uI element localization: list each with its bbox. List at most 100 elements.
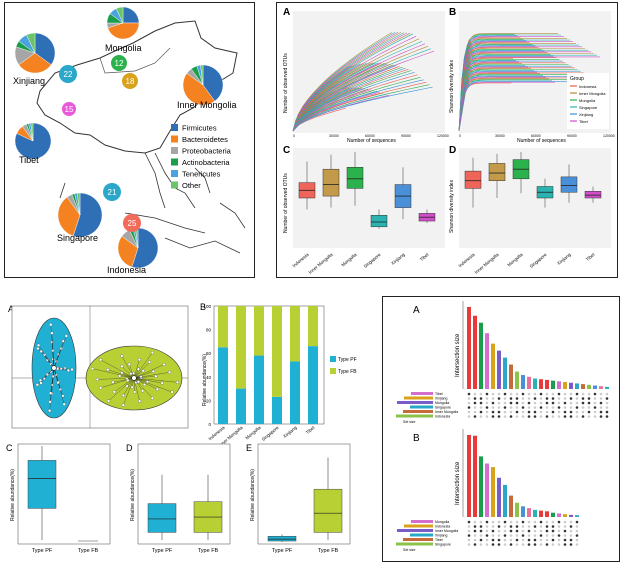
sample-point [171, 391, 174, 394]
matrix-dot [504, 543, 507, 546]
intersection-bar [539, 379, 543, 389]
sample-point [154, 375, 157, 378]
matrix-dot [546, 534, 549, 537]
matrix-dot [492, 534, 495, 537]
group-label: Tibet [585, 251, 596, 262]
sample-point [148, 361, 151, 364]
matrix-dot [540, 521, 543, 524]
group-label: Tibet [419, 251, 430, 262]
badge-count: 12 [115, 59, 124, 68]
group-label: Mongolia [340, 252, 358, 268]
sample-point [161, 382, 164, 385]
matrix-dot [522, 530, 525, 533]
cluster-centroid [132, 376, 137, 381]
matrix-dot [576, 397, 579, 400]
matrix-dot [468, 393, 471, 396]
group-label: Xinjiang [390, 252, 406, 266]
bar-type-fb [272, 306, 282, 397]
matrix-dot [546, 543, 549, 546]
matrix-dot [474, 534, 477, 537]
matrix-dot [582, 397, 585, 400]
matrix-dot [564, 393, 567, 396]
matrix-dot [528, 415, 531, 418]
matrix-dot [564, 402, 567, 405]
matrix-dot [492, 539, 495, 542]
intersection-bar [509, 365, 513, 389]
intersection-bar [515, 372, 519, 389]
matrix-dot [486, 521, 489, 524]
bar-type-fb [218, 306, 228, 347]
matrix-dot [540, 406, 543, 409]
legend-swatch [330, 356, 336, 362]
matrix-dot [552, 543, 555, 546]
matrix-dot [474, 402, 477, 405]
box-body [585, 191, 601, 198]
sample-count-badge: 15 [62, 102, 76, 116]
rarefaction-b-xlabel: Number of sequences [517, 138, 566, 144]
sample-point [71, 368, 74, 371]
sample-point [91, 367, 94, 370]
matrix-dot [546, 521, 549, 524]
intersection-bar [491, 467, 495, 517]
intersection-bar [503, 485, 507, 517]
matrix-dot [480, 411, 483, 414]
matrix-dot [570, 543, 573, 546]
sample-point [120, 365, 123, 368]
otu-boxplot-area [293, 148, 445, 248]
matrix-dot [468, 534, 471, 537]
matrix-dot [600, 406, 603, 409]
matrix-dot [606, 406, 609, 409]
sample-point [51, 332, 54, 335]
matrix-dot [552, 402, 555, 405]
matrix-dot [594, 402, 597, 405]
matrix-dot [576, 534, 579, 537]
matrix-dot [570, 534, 573, 537]
matrix-dot [516, 539, 519, 542]
sample-point [137, 368, 140, 371]
matrix-dot [474, 415, 477, 418]
matrix-dot [510, 539, 513, 542]
matrix-dot [486, 539, 489, 542]
set-size-label: Set size [403, 420, 416, 424]
matrix-dot [564, 543, 567, 546]
set-label: Mongolia [435, 401, 449, 405]
matrix-dot [480, 521, 483, 524]
legend-swatch [171, 159, 178, 166]
region-label-indonesia: Indonesia [107, 265, 146, 275]
matrix-dot [528, 402, 531, 405]
set-size-bar [410, 406, 433, 409]
matrix-dot [486, 393, 489, 396]
matrix-dot [552, 539, 555, 542]
sample-point [99, 358, 102, 361]
matrix-dot [528, 397, 531, 400]
pie-slice [123, 7, 139, 23]
sample-point [122, 404, 125, 407]
intersection-bar [491, 344, 495, 389]
intersection-bar [473, 436, 477, 517]
matrix-dot [510, 530, 513, 533]
matrix-dot [516, 406, 519, 409]
matrix-dot [588, 411, 591, 414]
region-label-mongolia: Mongolia [105, 43, 142, 53]
matrix-dot [474, 530, 477, 533]
matrix-dot [600, 397, 603, 400]
matrix-dot [576, 411, 579, 414]
x-axis-label: Type PF [32, 548, 53, 554]
matrix-dot [504, 411, 507, 414]
matrix-dot [540, 402, 543, 405]
matrix-dot [546, 525, 549, 528]
matrix-dot [564, 534, 567, 537]
matrix-dot [504, 406, 507, 409]
box-body [347, 167, 363, 188]
panel-letter: C [6, 443, 13, 453]
matrix-dot [510, 397, 513, 400]
x-axis-label: Type FB [198, 548, 219, 554]
region-label-xinjiang: Xinjiang [13, 76, 45, 86]
matrix-dot [474, 397, 477, 400]
matrix-dot [480, 525, 483, 528]
rarefaction-a-ylabel: Number of observed OTUs [283, 53, 289, 113]
matrix-dot [504, 393, 507, 396]
legend-label: Tibet [579, 119, 589, 124]
box-body [489, 163, 505, 180]
